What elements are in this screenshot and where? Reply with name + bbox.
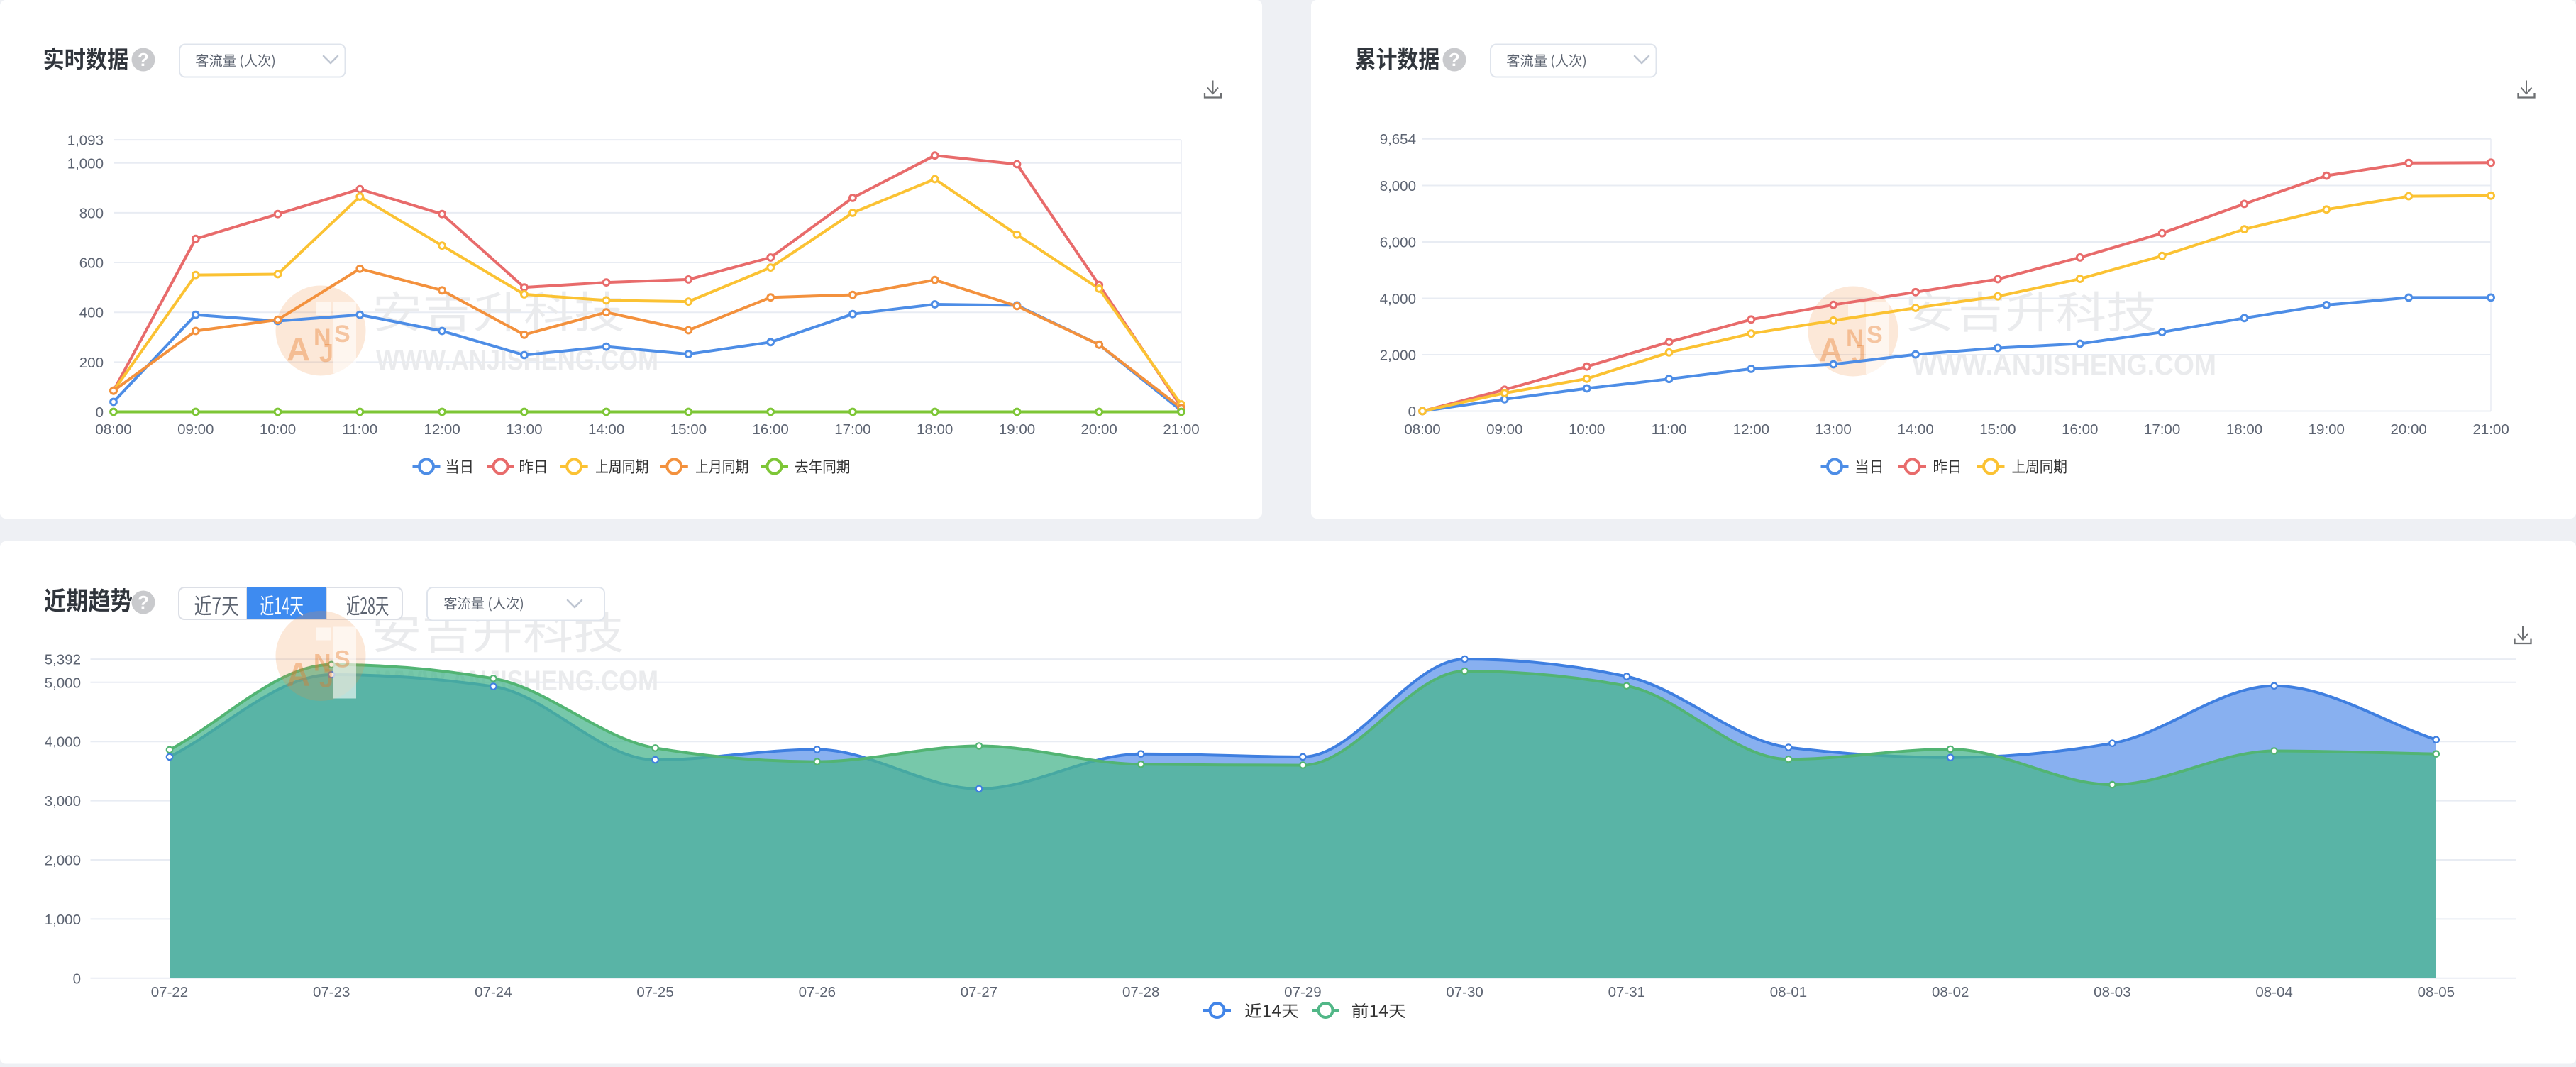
svg-text:J: J	[319, 338, 333, 367]
svg-text:2,000: 2,000	[1380, 348, 1416, 364]
svg-text:07-29: 07-29	[1284, 984, 1321, 1000]
svg-text:?: ?	[138, 49, 149, 70]
svg-text:2,000: 2,000	[45, 853, 81, 869]
svg-text:07-22: 07-22	[151, 984, 188, 1000]
svg-text:20:00: 20:00	[2391, 421, 2427, 438]
svg-text:13:00: 13:00	[506, 421, 542, 438]
svg-text:12:00: 12:00	[424, 421, 460, 438]
svg-text:21:00: 21:00	[2472, 421, 2509, 438]
svg-text:07-31: 07-31	[1608, 984, 1645, 1000]
svg-text:15:00: 15:00	[1979, 421, 2016, 438]
svg-text:08-02: 08-02	[1932, 984, 1969, 1000]
svg-text:14:00: 14:00	[1897, 421, 1933, 438]
svg-text:17:00: 17:00	[834, 421, 870, 438]
svg-text:11:00: 11:00	[342, 421, 377, 438]
svg-text:?: ?	[1449, 49, 1460, 70]
svg-text:J: J	[1852, 339, 1866, 368]
svg-text:600: 600	[79, 255, 104, 272]
svg-text:08-05: 08-05	[2418, 984, 2455, 1000]
svg-text:5,392: 5,392	[45, 652, 81, 668]
svg-text:16:00: 16:00	[2062, 421, 2098, 438]
svg-text:1,000: 1,000	[67, 155, 104, 172]
svg-text:15:00: 15:00	[670, 421, 707, 438]
svg-text:4,000: 4,000	[45, 734, 81, 751]
svg-text:5,000: 5,000	[45, 675, 81, 691]
svg-text:10:00: 10:00	[260, 421, 296, 438]
svg-text:07-26: 07-26	[799, 984, 836, 1000]
svg-text:N: N	[314, 650, 331, 677]
svg-text:0: 0	[73, 971, 81, 987]
svg-text:S: S	[334, 646, 350, 673]
svg-text:8,000: 8,000	[1380, 178, 1416, 194]
svg-text:07-28: 07-28	[1122, 984, 1159, 1000]
svg-text:400: 400	[79, 305, 104, 321]
svg-text:11:00: 11:00	[1652, 421, 1687, 438]
svg-text:19:00: 19:00	[999, 421, 1035, 438]
svg-text:6,000: 6,000	[1380, 235, 1416, 251]
svg-text:07-23: 07-23	[313, 984, 350, 1000]
svg-text:20:00: 20:00	[1081, 421, 1117, 438]
svg-text:08-01: 08-01	[1770, 984, 1807, 1000]
svg-text:07-27: 07-27	[961, 984, 997, 1000]
svg-text:N: N	[314, 324, 331, 351]
svg-text:WWW.ANJISHENG.COM: WWW.ANJISHENG.COM	[376, 345, 658, 376]
svg-text:16:00: 16:00	[753, 421, 789, 438]
svg-text:9,654: 9,654	[1380, 131, 1416, 148]
svg-text:1,093: 1,093	[67, 133, 104, 149]
svg-text:10:00: 10:00	[1569, 421, 1605, 438]
svg-text:08-04: 08-04	[2255, 984, 2292, 1000]
svg-text:S: S	[334, 321, 350, 348]
svg-text:A: A	[287, 331, 310, 367]
svg-text:21:00: 21:00	[1163, 421, 1199, 438]
svg-text:800: 800	[79, 205, 104, 221]
svg-text:07-24: 07-24	[475, 984, 512, 1000]
svg-text:4,000: 4,000	[1380, 291, 1416, 307]
svg-text:19:00: 19:00	[2309, 421, 2345, 438]
svg-text:0: 0	[1408, 404, 1416, 420]
svg-text:S: S	[1867, 321, 1883, 348]
svg-text:3,000: 3,000	[45, 793, 81, 809]
svg-text:1,000: 1,000	[45, 912, 81, 928]
svg-text:08-03: 08-03	[2094, 984, 2130, 1000]
svg-text:08:00: 08:00	[1404, 421, 1440, 438]
svg-text:N: N	[1846, 325, 1864, 352]
svg-text:17:00: 17:00	[2144, 421, 2180, 438]
svg-text:07-30: 07-30	[1446, 984, 1483, 1000]
svg-text:12:00: 12:00	[1733, 421, 1769, 438]
svg-text:A: A	[287, 656, 310, 693]
svg-text:?: ?	[138, 592, 149, 613]
svg-text:14:00: 14:00	[588, 421, 624, 438]
svg-text:09:00: 09:00	[1486, 421, 1522, 438]
svg-text:0: 0	[96, 404, 104, 421]
svg-text:18:00: 18:00	[2226, 421, 2262, 438]
svg-text:WWW.ANJISHENG.COM: WWW.ANJISHENG.COM	[1912, 350, 2216, 381]
svg-text:09:00: 09:00	[177, 421, 214, 438]
svg-text:18:00: 18:00	[917, 421, 953, 438]
svg-text:13:00: 13:00	[1815, 421, 1852, 438]
svg-text:200: 200	[79, 355, 104, 371]
svg-text:08:00: 08:00	[95, 421, 131, 438]
svg-text:07-25: 07-25	[636, 984, 673, 1000]
svg-text:J: J	[319, 664, 333, 693]
